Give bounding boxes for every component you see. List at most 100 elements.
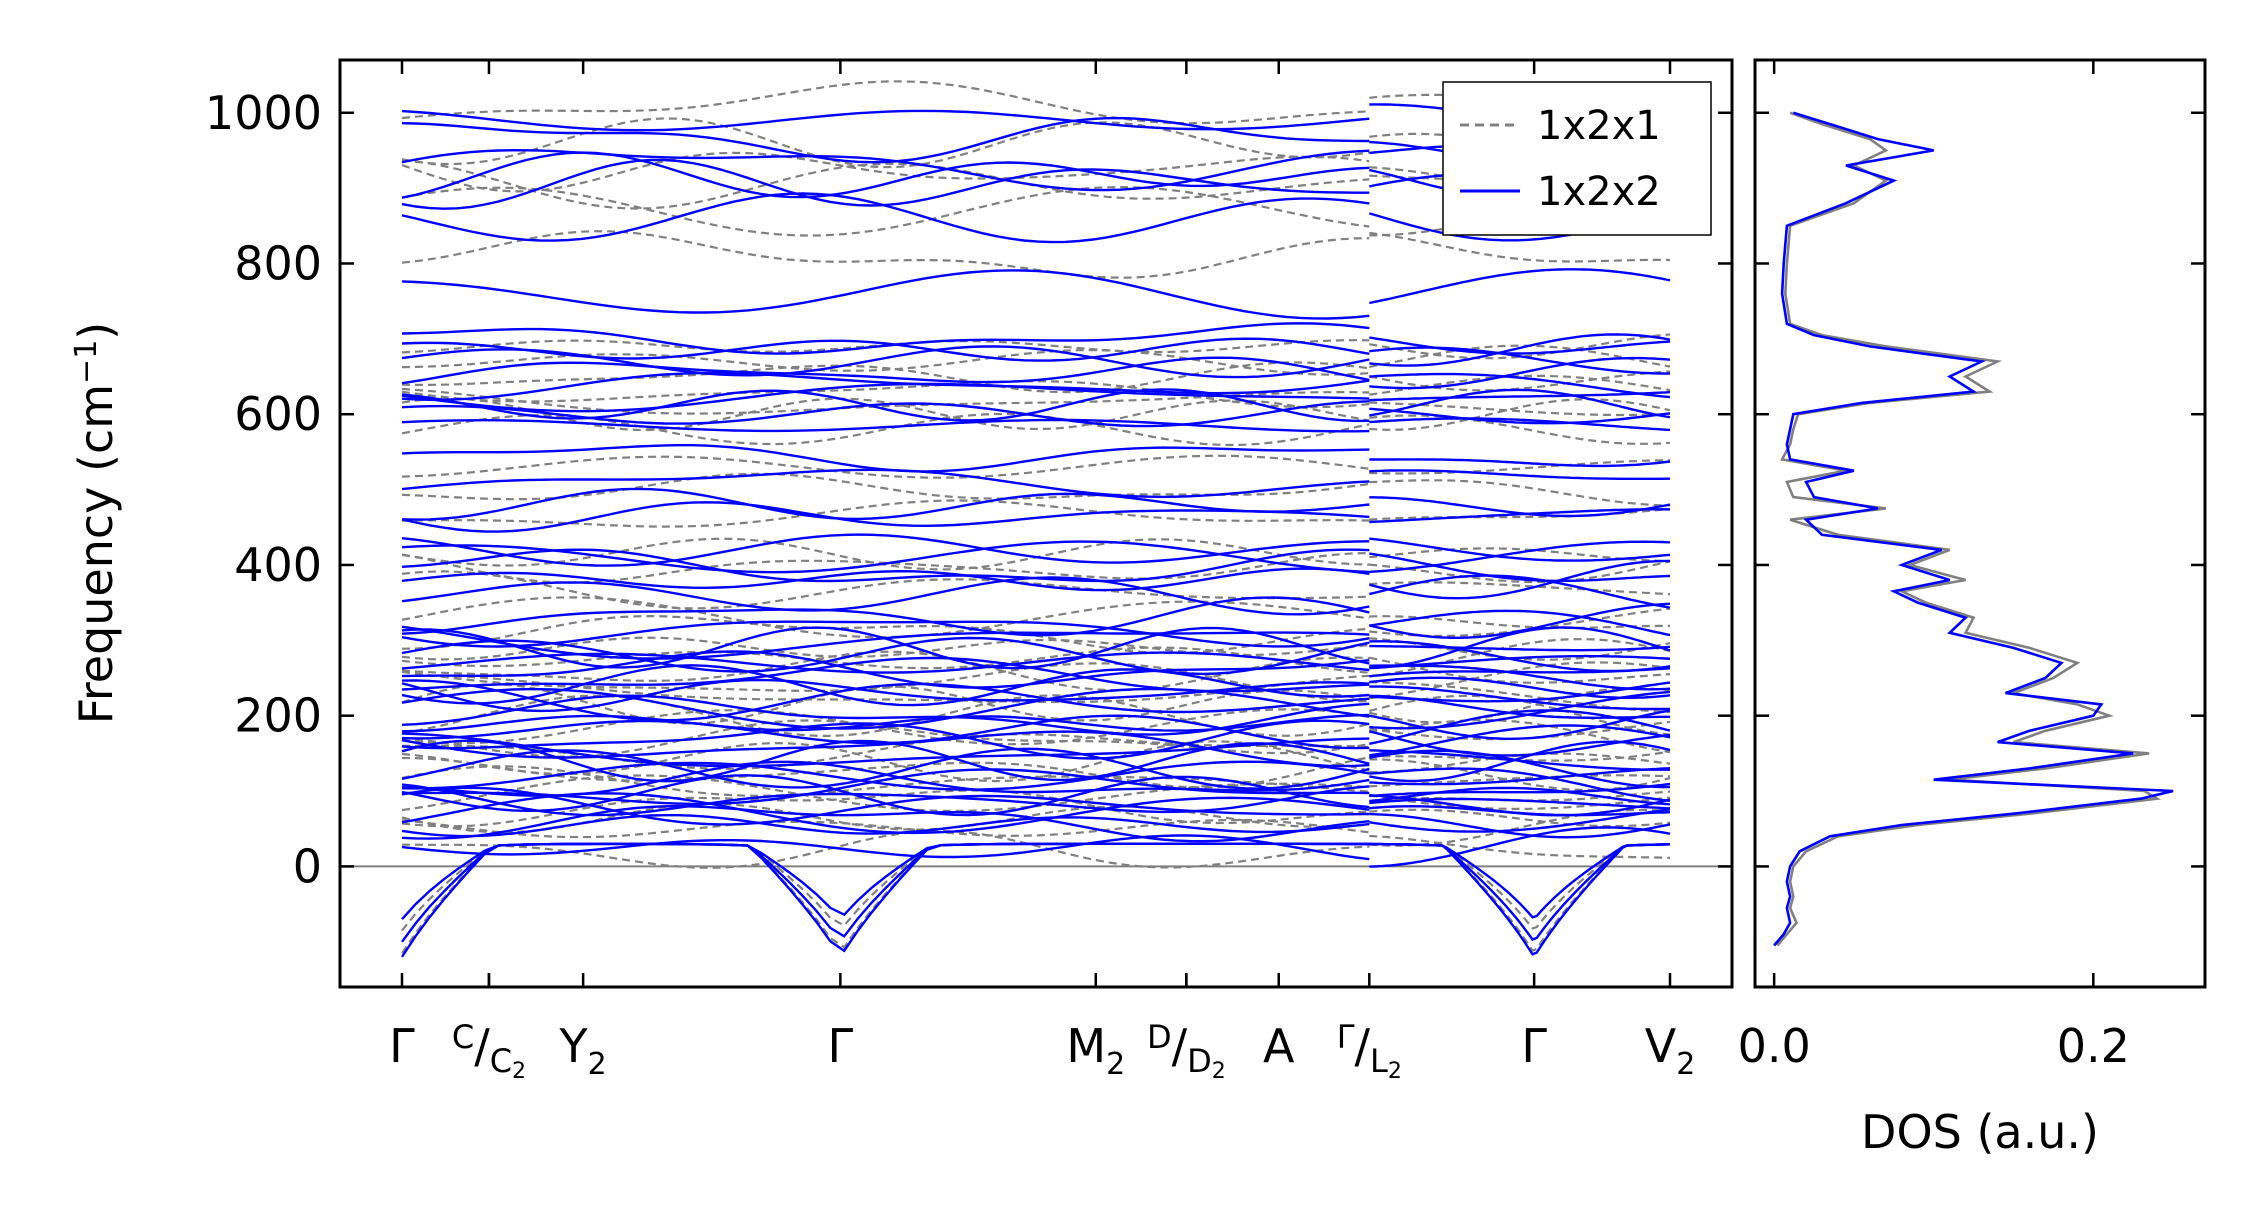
band-x-ticks: [400, 60, 1672, 987]
band-y-ticks: 0 200 400 600 800 1000: [205, 86, 1732, 893]
band-line-1x2x1: [1369, 637, 1671, 661]
band-line-1x2x1: [1369, 374, 1671, 396]
band-line-1x2x2: [1369, 808, 1671, 833]
band-line-1x2x1: [1369, 459, 1670, 475]
band-line-1x2x1: [401, 499, 1370, 528]
band-line-1x2x2: [401, 774, 1370, 817]
band-line-1x2x1: [401, 756, 1370, 789]
band-line-1x2x1: [1369, 774, 1671, 788]
band-line-1x2x2: [401, 664, 1370, 707]
band-line-1x2x2: [401, 842, 1370, 921]
band-line-1x2x1: [1369, 834, 1671, 859]
band-line-1x2x2: [1369, 540, 1671, 574]
band-line-1x2x2: [401, 345, 1370, 379]
dos-panel: 0.0 0.2 DOS (a.u.): [1738, 58, 2207, 1159]
band-line-1x2x1: [1369, 479, 1671, 507]
band-line-1x2x1: [401, 454, 1370, 479]
band-line-1x2x1: [1369, 401, 1671, 417]
kpoint-label: V2: [1645, 1019, 1696, 1082]
band-line-1x2x2: [401, 158, 1370, 210]
band-line-1x2x1: [1369, 231, 1671, 263]
band-line-1x2x1: [401, 80, 1370, 125]
band-line-1x2x1: [401, 159, 1370, 210]
band-line-1x2x2: [1369, 333, 1671, 367]
band-line-1x2x2: [1369, 407, 1671, 425]
kpoint-label: Γ: [1521, 1019, 1547, 1073]
band-series-group: [400, 80, 1671, 958]
band-line-1x2x2: [1369, 786, 1671, 806]
band-line-1x2x1: [401, 361, 1370, 394]
band-line-1x2x2: [401, 834, 1370, 861]
band-line-1x2x1: [1369, 333, 1671, 360]
band-line-1x2x2: [401, 487, 1370, 521]
band-line-1x2x2: [401, 382, 1370, 413]
band-line-1x2x2: [401, 337, 1370, 362]
band-line-1x2x2: [1369, 782, 1671, 798]
band-line-1x2x2: [401, 576, 1370, 616]
band-line-1x2x1: [1369, 581, 1671, 596]
band-line-1x2x2: [401, 760, 1370, 791]
band-line-1x2x2: [1369, 346, 1670, 375]
band-line-1x2x2: [1369, 552, 1671, 583]
band-line-1x2x2: [1369, 654, 1671, 670]
band-line-1x2x1: [1369, 638, 1671, 678]
band-line-1x2x2: [1369, 559, 1671, 600]
band-line-1x2x1: [1369, 398, 1671, 431]
kpoint-split-label: Γ/L2: [1337, 1018, 1402, 1084]
dos-x-tick-label: 0.0: [1738, 1019, 1811, 1073]
band-line-1x2x2: [401, 533, 1370, 567]
y-axis-label: Frequency (cm−1): [69, 322, 123, 725]
band-line-1x2x2: [1369, 767, 1671, 786]
legend-label-1x2x1: 1x2x1: [1537, 103, 1661, 149]
band-line-1x2x2: [401, 714, 1370, 750]
band-line-1x2x1: [1369, 794, 1671, 810]
band-line-1x2x2: [1369, 676, 1671, 699]
band-line-1x2x2: [1369, 469, 1670, 480]
band-line-1x2x2: [1369, 602, 1671, 639]
band-line-1x2x2: [401, 620, 1370, 648]
band-line-1x2x2: [401, 151, 1370, 199]
band-line-1x2x2: [401, 400, 1370, 428]
band-line-1x2x1: [1369, 560, 1671, 584]
band-line-1x2x2: [401, 679, 1370, 722]
band-line-1x2x1: [401, 230, 1370, 279]
band-line-1x2x2: [401, 567, 1370, 592]
band-line-1x2x2: [1369, 496, 1671, 518]
band-line-1x2x1: [1369, 414, 1671, 445]
band-line-1x2x1: [401, 537, 1370, 571]
band-line-1x2x1: [1369, 656, 1671, 684]
kpoint-label: Y2: [559, 1019, 607, 1082]
dos-x-tick-label: 0.2: [2057, 1019, 2130, 1073]
y-tick-label: 600: [234, 387, 322, 441]
band-line-1x2x2: [1369, 574, 1671, 609]
band-line-1x2x2: [1369, 609, 1671, 637]
band-line-1x2x2: [1369, 640, 1671, 673]
dos-x-axis-label: DOS (a.u.): [1861, 1105, 2099, 1159]
band-line-1x2x2: [401, 730, 1370, 768]
band-line-1x2x2: [401, 501, 1370, 533]
kpoint-label: M2: [1066, 1019, 1125, 1082]
band-line-1x2x1: [401, 185, 1370, 237]
band-line-1x2x2: [401, 783, 1370, 817]
band-line-1x2x2: [1369, 812, 1671, 839]
band-line-1x2x2: [1369, 681, 1671, 703]
kpoint-split-label: C/C2: [452, 1018, 526, 1084]
legend-label-1x2x2: 1x2x2: [1537, 169, 1661, 215]
band-line-1x2x1: [401, 662, 1370, 703]
band-line-1x2x2: [401, 651, 1370, 674]
kpoint-split-label: D/D2: [1147, 1018, 1226, 1084]
band-line-1x2x2: [1369, 268, 1671, 305]
band-line-1x2x2: [401, 371, 1370, 402]
dos-line-1x2x1: [1776, 111, 2162, 947]
band-line-1x2x2: [401, 650, 1370, 689]
band-line-1x2x2: [401, 356, 1370, 385]
legend: 1x2x1 1x2x2: [1442, 81, 1712, 236]
band-line-1x2x2: [1369, 356, 1671, 390]
band-plot-frame: [338, 58, 1734, 989]
dos-x-ticks: 0.0 0.2: [1738, 60, 2130, 1073]
band-line-1x2x2: [401, 656, 1370, 693]
band-line-1x2x1: [1369, 370, 1671, 392]
band-panel: 0 200 400 600 800 1000 Γ Y2 Γ M2 A Γ V2 C/C2 D/D2 Γ/L2…: [69, 58, 1734, 1084]
band-line-1x2x2: [401, 418, 1370, 433]
band-line-1x2x2: [1369, 709, 1671, 740]
